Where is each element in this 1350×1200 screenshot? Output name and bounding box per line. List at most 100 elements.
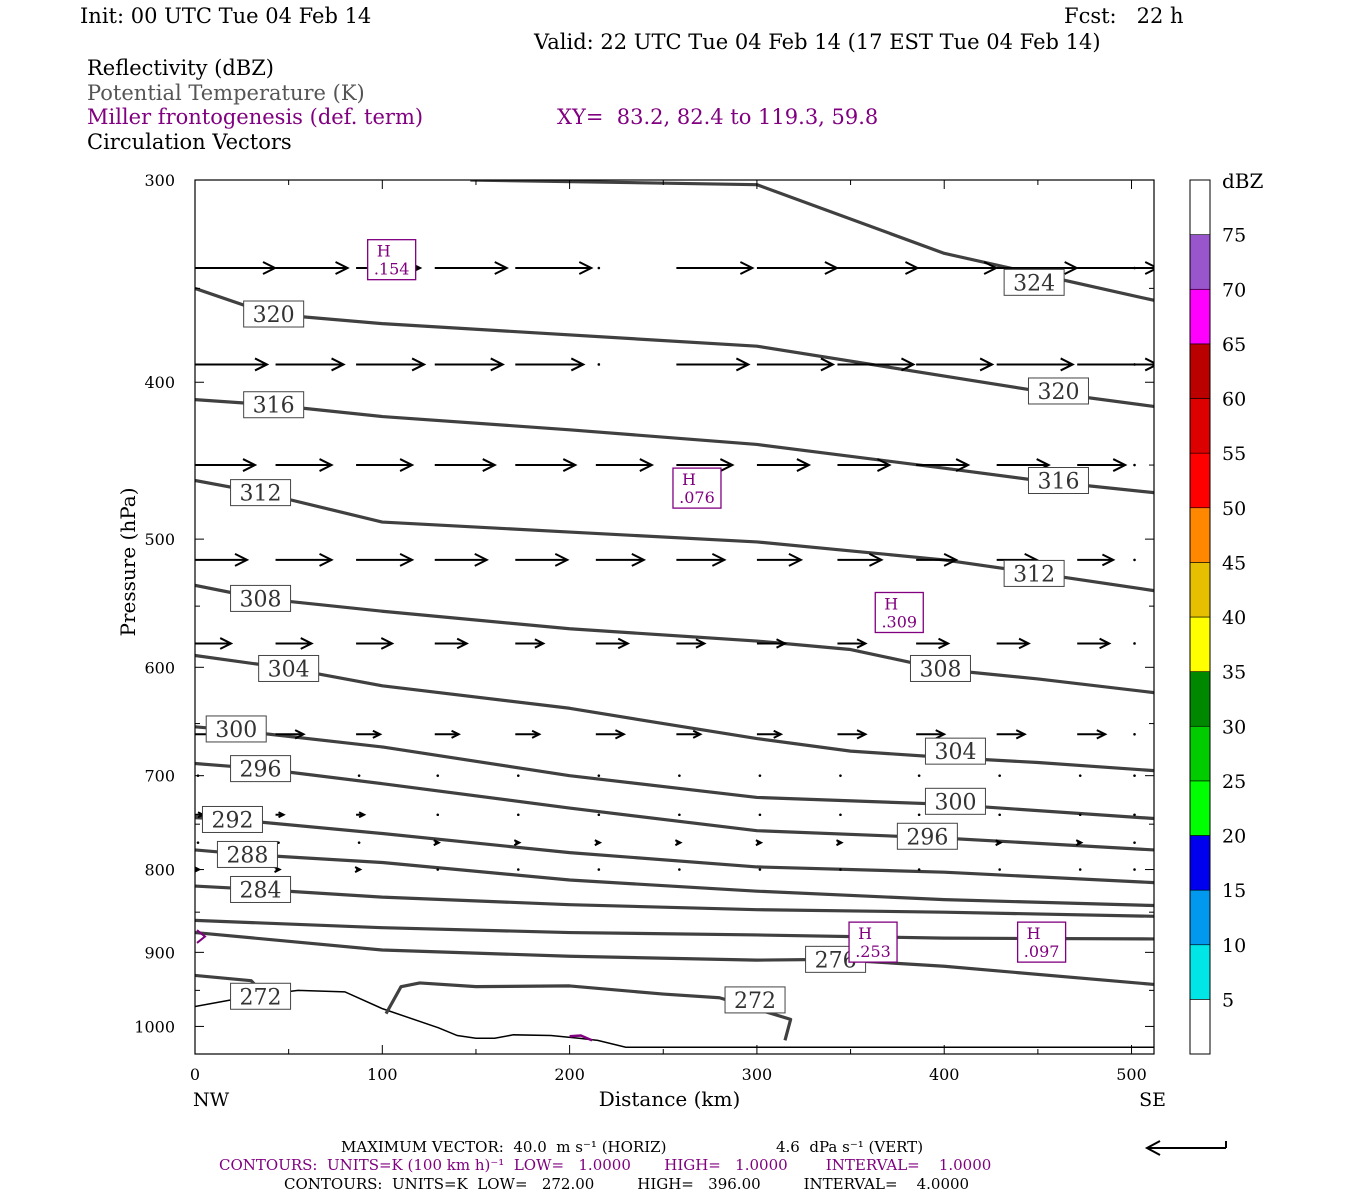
colorbar-swatch [1189,835,1211,891]
vector-head [692,729,703,739]
vector-head [380,637,395,650]
colorbar-label: 30 [1222,716,1246,738]
colorbar-swatch [1189,179,1211,235]
fronto-max-box [874,591,924,634]
theta-label: 300 [215,718,257,743]
vector-head [594,839,603,847]
y-tick-label: 700 [144,767,175,786]
vector-dot [1133,733,1136,736]
theta-label: 308 [240,587,282,612]
vector-head [319,458,334,472]
vector-head [869,553,884,567]
vector-head [399,553,415,567]
vector-head [711,553,727,567]
vector-dot [1133,813,1136,817]
colorbar-frame [1189,179,1211,1055]
plot-area [195,180,1154,1048]
theta-label-box [230,982,292,1010]
y-tick-label: 900 [144,943,175,962]
fronto-max-letter: H [884,594,898,613]
vector-dot [1133,868,1136,871]
x-tick-label: 0 [190,1065,200,1084]
plot-frame [194,179,1155,1055]
vector-head [735,357,751,372]
vector-head [955,458,971,472]
colorbar-swatch [1189,944,1211,1000]
vector-dot [998,813,1001,817]
vector-dot [758,813,762,817]
theta-label-box [230,755,292,783]
vector-head [755,839,764,847]
theta-label: 296 [906,825,948,850]
theta-label-box [230,584,292,612]
theta-label: 292 [211,808,253,833]
field-vectors-label: Circulation Vectors [87,130,292,154]
colorbar-label: 5 [1222,989,1234,1011]
vector-head [358,811,367,819]
theta-label: 304 [934,740,976,765]
vector-head [433,839,441,847]
vector-head [474,553,489,567]
colorbar-label: 20 [1222,826,1246,848]
y-tick-label: 400 [144,373,175,392]
fronto-max-value: .097 [1024,942,1060,961]
vector-head [739,261,755,275]
theta-label: 312 [240,482,282,507]
vector-dot [1133,463,1136,467]
vector-head [1060,357,1075,372]
vector-dot [357,841,361,844]
vector-head [531,729,542,739]
vector-dot [597,266,601,270]
reference-vector-head [1144,1140,1161,1156]
fronto-max-box [848,921,898,963]
theta-label: 324 [1013,271,1055,296]
vector-head [294,729,306,740]
theta-label-box [1003,268,1065,296]
vector-head [674,839,683,847]
vector-head [254,357,270,372]
vector-head [1064,261,1079,275]
theta-label-box [1027,377,1089,405]
colorbar-swatch [1189,616,1211,672]
vector-dot [839,868,842,871]
vector-dot [1133,642,1136,645]
theta-label-box [230,875,292,903]
colorbar-label: 40 [1222,607,1246,629]
colorbar-swatch [1189,452,1211,509]
vector-head [534,638,546,649]
theta-label-box [724,986,786,1014]
vector-dot [1133,558,1136,562]
theta-label: 308 [919,657,961,682]
vector-head [570,357,586,372]
theta-contour-288 [195,848,1154,908]
field-reflectivity-label: Reflectivity (dBZ) [87,56,275,80]
theta-label-box [924,737,986,765]
colorbar-label: 10 [1222,935,1246,957]
vector-head [995,839,1003,847]
vector-head [578,261,594,275]
vector-dot [436,868,440,871]
vector-dot [357,774,361,777]
theta-label: 316 [1037,470,1079,495]
vector-head [796,458,812,472]
vector-dot [597,813,601,817]
vector-dot [597,868,601,871]
colorbar-swatch [1189,725,1211,782]
colorbar-swatch [1189,562,1211,618]
vector-dot [516,868,520,871]
colorbar-swatch [1189,780,1211,836]
y-axis-title: Pressure (hPa) [116,488,140,637]
y-tick-label: 500 [144,530,175,549]
vector-head [234,553,250,567]
theta-label-box [230,479,292,507]
theta-label: 320 [1037,380,1079,405]
vector-dot [839,774,842,777]
vector-dot [436,813,440,817]
colorbar-label: 75 [1222,225,1246,247]
vector-dot [998,868,1001,871]
vector-head [979,357,995,372]
vector-dot [597,774,601,777]
vector-head [513,839,522,847]
y-tick-label: 1000 [134,1017,175,1036]
vector-dot [436,774,440,777]
